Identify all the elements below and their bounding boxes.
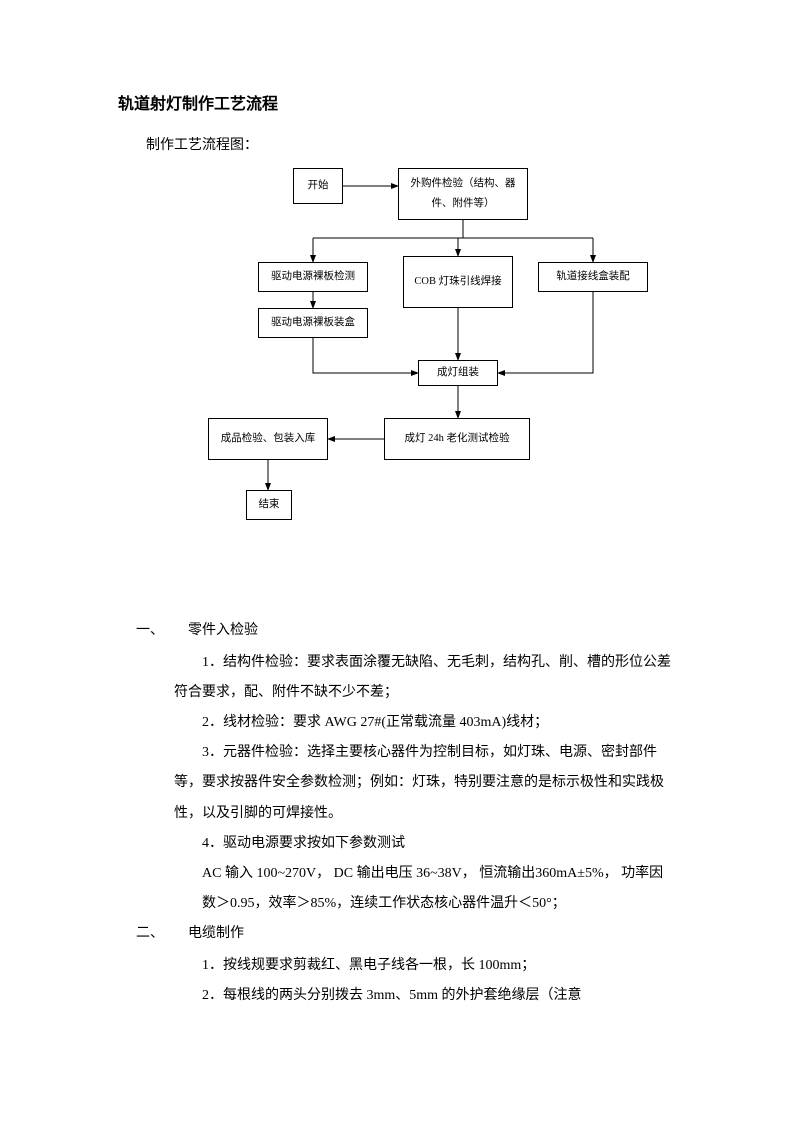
section-1-item-1: 1．结构件检验：要求表面涂覆无缺陷、无毛刺，结构孔、削、槽的形位公差符合要求，配… bbox=[174, 648, 675, 708]
page-subtitle: 制作工艺流程图： bbox=[118, 134, 675, 154]
section-1-item-5: AC 输入 100~270V， DC 输出电压 36~38V， 恒流输出360m… bbox=[174, 859, 675, 919]
section-1-item-4: 4．驱动电源要求按如下参数测试 bbox=[174, 829, 675, 859]
section-1-title: 零件入检验 bbox=[188, 616, 258, 646]
node-start: 开始 bbox=[293, 168, 343, 204]
section-1-item-3: 3．元器件检验：选择主要核心器件为控制目标，如灯珠、电源、密封部件等，要求按器件… bbox=[174, 738, 675, 828]
section-2-head: 二、 电缆制作 bbox=[118, 919, 675, 949]
node-aging: 成灯 24h 老化测试检验 bbox=[384, 418, 530, 460]
node-psu-test: 驱动电源裸板检测 bbox=[258, 262, 368, 292]
flowchart-container: 开始 外购件检验（结构、器件、附件等） 驱动电源裸板检测 COB 灯珠引线焊接 … bbox=[138, 168, 698, 588]
section-1-num: 一、 bbox=[118, 616, 188, 646]
node-inspect: 外购件检验（结构、器件、附件等） bbox=[398, 168, 528, 220]
node-psu-box: 驱动电源裸板装盒 bbox=[258, 308, 368, 338]
node-end: 结束 bbox=[246, 490, 292, 520]
section-2-title: 电缆制作 bbox=[188, 919, 244, 949]
node-cob: COB 灯珠引线焊接 bbox=[403, 256, 513, 308]
section-1-item-2: 2．线材检验：要求 AWG 27#(正常载流量 403mA)线材； bbox=[174, 708, 675, 738]
section-2-item-1: 1．按线规要求剪裁红、黑电子线各一根，长 100mm； bbox=[174, 951, 675, 981]
content-body: 一、 零件入检验 1．结构件检验：要求表面涂覆无缺陷、无毛刺，结构孔、削、槽的形… bbox=[118, 616, 675, 1011]
node-assemble: 成灯组装 bbox=[418, 360, 498, 386]
page-title: 轨道射灯制作工艺流程 bbox=[118, 90, 675, 114]
section-2-item-2: 2．每根线的两头分别拨去 3mm、5mm 的外护套绝缘层（注意 bbox=[174, 981, 675, 1011]
section-2-num: 二、 bbox=[118, 919, 188, 949]
node-rail: 轨道接线盒装配 bbox=[538, 262, 648, 292]
node-pack: 成品检验、包装入库 bbox=[208, 418, 328, 460]
section-1-head: 一、 零件入检验 bbox=[118, 616, 675, 646]
